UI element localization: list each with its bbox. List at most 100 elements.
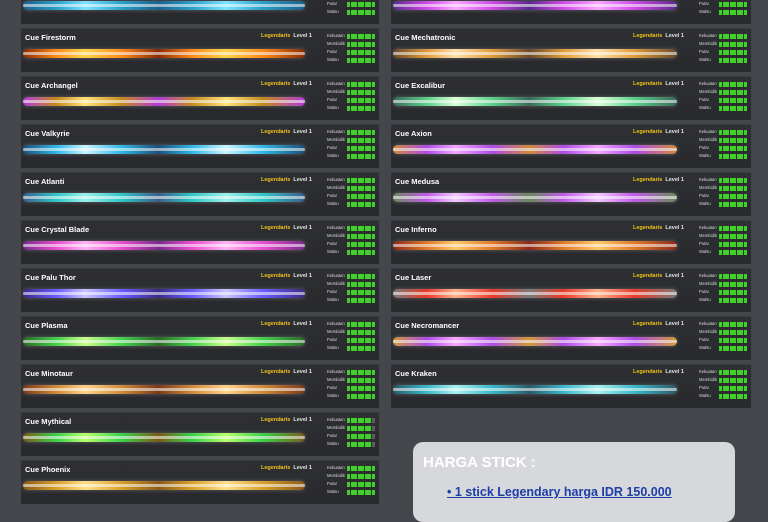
stat-label: Membidik (699, 89, 717, 94)
stat-bar-segment (368, 282, 371, 287)
stat-bar-segment (347, 10, 350, 15)
stat-bar-segment (743, 274, 747, 279)
stat-bar-segment (350, 386, 354, 391)
stat-bar-segment (368, 90, 371, 95)
stat-label: Putar (699, 337, 710, 342)
stat-label: Kekuatan (327, 177, 345, 182)
stat-row: Membidik (699, 137, 751, 145)
stat-label: Membidik (699, 137, 717, 142)
stat-bar-segment (740, 50, 743, 55)
stat-bar-segment (368, 50, 371, 55)
stat-row: Putar (699, 1, 751, 9)
stat-label: Waktu (327, 297, 339, 302)
stat-bar-segment (357, 146, 361, 151)
stat-bar-segment (354, 10, 357, 15)
stat-label: Putar (327, 481, 338, 486)
stat-bar-segment (733, 242, 736, 247)
stat-bar-segment (726, 42, 729, 47)
stat-bar (347, 290, 375, 308)
stat-bar-segment (740, 202, 743, 207)
stat-bar-segment (347, 50, 350, 55)
stat-bar-segment (726, 90, 729, 95)
stat-row: Kekuatan (327, 225, 379, 233)
stat-bar-segment (364, 426, 368, 431)
rarity-label: Legendaris (261, 129, 291, 135)
cue-name: Cue Kraken (395, 369, 437, 378)
stat-bar-segment (354, 2, 357, 7)
stat-bar (347, 482, 375, 500)
stat-label: Putar (327, 337, 338, 342)
stat-bar (719, 322, 747, 340)
stat-label: Waktu (699, 105, 711, 110)
stat-bar-segment (350, 466, 354, 471)
stat-bar (347, 58, 375, 76)
stat-bar-segment (722, 58, 726, 63)
stat-label: Kekuatan (699, 273, 717, 278)
stat-row: Putar (699, 289, 751, 297)
stat-bar-segment (347, 418, 350, 423)
stat-row: Putar (327, 433, 379, 441)
stat-bar-segment (364, 386, 368, 391)
stat-bar (719, 226, 747, 244)
stat-row: Waktu (699, 345, 751, 353)
stat-bar-segment (371, 290, 375, 295)
stat-bar-segment (350, 474, 354, 479)
stat-bar-segment (361, 202, 364, 207)
stat-bar-segment (743, 98, 747, 103)
stat-bar-segment (740, 386, 743, 391)
stat-bar-segment (733, 90, 736, 95)
stat-bar-segment (368, 378, 371, 383)
stat-row: Membidik (327, 281, 379, 289)
stat-bar-segment (733, 58, 736, 63)
stat-bar-segment (354, 138, 357, 143)
stat-bar-segment (371, 194, 375, 199)
stat-row: Waktu (699, 105, 751, 113)
stat-bar-segment (726, 2, 729, 7)
stat-bar-segment (726, 58, 729, 63)
stat-row: Putar (327, 289, 379, 297)
stat-bar-segment (722, 98, 726, 103)
cue-stats: Kekuatan Membidik Putar Waktu (699, 369, 751, 401)
rarity-label: Legendaris (261, 273, 291, 279)
stat-bar-segment (357, 186, 361, 191)
stat-bar-segment (354, 426, 357, 431)
stat-bar-segment (743, 186, 747, 191)
rarity-label: Legendaris (633, 321, 663, 327)
stat-bar-segment (350, 58, 354, 63)
stat-bar (719, 298, 747, 316)
stat-bar-segment (726, 322, 729, 327)
stat-bar-segment (719, 194, 722, 199)
stat-bar-segment (361, 106, 364, 111)
stat-bar-segment (736, 98, 740, 103)
stat-bar-segment (733, 346, 736, 351)
stat-bar-segment (347, 442, 350, 447)
stat-bar-segment (354, 290, 357, 295)
stat-bar-segment (743, 106, 747, 111)
stat-bar-segment (371, 242, 375, 247)
stat-bar (719, 130, 747, 148)
stat-bar-segment (740, 274, 743, 279)
stat-bar (347, 490, 375, 508)
stat-row: Waktu (699, 201, 751, 209)
stat-bar-segment (722, 242, 726, 247)
cue-stats: Kekuatan Membidik Putar Waktu (327, 321, 379, 353)
cue-stats: Kekuatan Membidik Putar Waktu (327, 465, 379, 497)
price-title: HARGA STICK : (423, 454, 536, 471)
stat-bar-segment (740, 250, 743, 255)
stat-label: Putar (327, 97, 338, 102)
stat-bar (347, 434, 375, 452)
stat-bar-segment (347, 42, 350, 47)
stat-label: Waktu (699, 153, 711, 158)
cue-stick-image (393, 289, 677, 298)
stat-bar-segment (736, 250, 740, 255)
stat-row: Waktu (699, 153, 751, 161)
stat-bar-segment (350, 282, 354, 287)
stat-bar-segment (729, 154, 733, 159)
stat-bar-segment (371, 178, 375, 183)
rarity-badge: Legendaris Level 1 (261, 81, 312, 87)
stat-bar (347, 386, 375, 404)
stat-bar-segment (350, 290, 354, 295)
stat-bar-segment (350, 186, 354, 191)
rarity-label: Legendaris (261, 465, 291, 471)
